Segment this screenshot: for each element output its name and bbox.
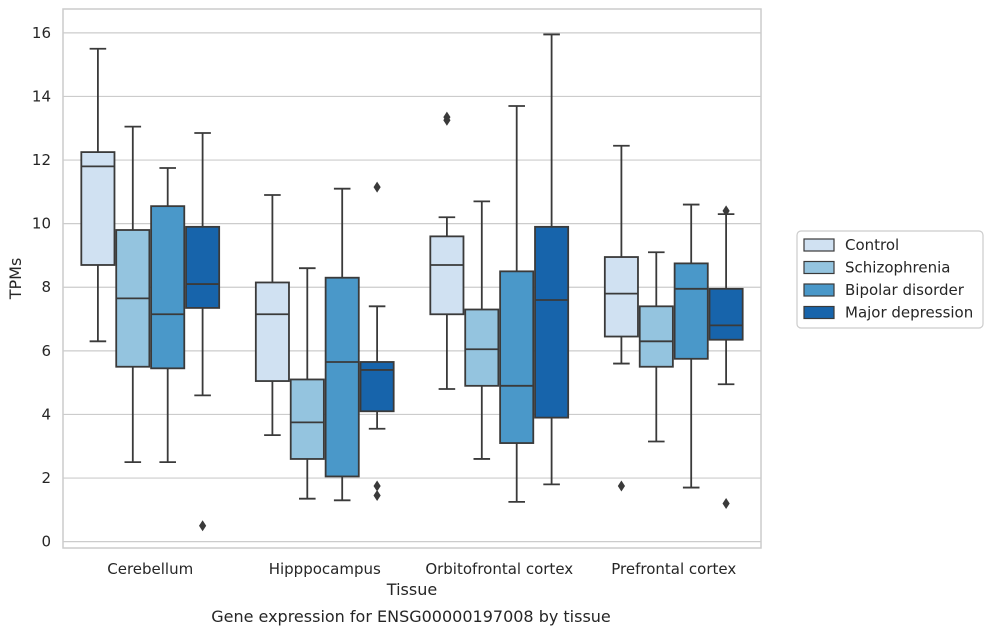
box-series-group bbox=[80, 33, 744, 532]
y-tick-label: 0 bbox=[41, 533, 51, 551]
x-tick-label: Hipppocampus bbox=[269, 560, 381, 578]
y-tick-label: 2 bbox=[41, 469, 51, 487]
x-tick-label: Orbitofrontal cortex bbox=[425, 560, 573, 578]
box-3-0 bbox=[185, 132, 221, 532]
box-0-0 bbox=[80, 47, 116, 343]
box-iqr bbox=[80, 151, 116, 266]
box-iqr bbox=[429, 235, 465, 316]
legend: Control Schizophrenia Bipolar disorder Majo… bbox=[796, 230, 984, 329]
box-iqr bbox=[708, 287, 744, 341]
outlier-point bbox=[443, 111, 451, 123]
box-iqr bbox=[464, 308, 500, 387]
outlier-point bbox=[373, 480, 381, 492]
box-0-3 bbox=[603, 144, 639, 492]
box-2-3 bbox=[673, 203, 709, 489]
box-1-2 bbox=[464, 200, 500, 460]
outlier-point bbox=[199, 520, 207, 532]
box-iqr bbox=[289, 378, 325, 460]
legend-label: Schizophrenia bbox=[845, 259, 950, 277]
box-iqr bbox=[324, 276, 360, 478]
plot-frame bbox=[62, 8, 762, 549]
y-tick-label: 14 bbox=[32, 87, 51, 105]
outlier-point bbox=[373, 181, 381, 193]
outlier-point bbox=[373, 490, 381, 502]
legend-swatch bbox=[803, 238, 835, 252]
box-iqr bbox=[254, 281, 290, 382]
box-1-0 bbox=[115, 125, 151, 464]
x-axis-label: Tissue bbox=[386, 580, 437, 599]
outlier-point bbox=[722, 497, 730, 509]
box-iqr bbox=[603, 256, 639, 338]
box-iqr bbox=[185, 225, 221, 309]
box-3-2 bbox=[534, 33, 570, 486]
legend-swatch bbox=[803, 305, 835, 320]
box-2-1 bbox=[324, 187, 360, 502]
y-axis-label: TPMs bbox=[6, 258, 25, 301]
box-1-3 bbox=[638, 251, 674, 443]
legend-frame bbox=[796, 230, 984, 329]
legend-label: Control bbox=[845, 236, 899, 254]
y-tick-label: 16 bbox=[32, 24, 51, 42]
box-iqr bbox=[673, 262, 709, 360]
legend-label: Major depression bbox=[845, 304, 973, 322]
box-iqr bbox=[150, 205, 186, 370]
x-tick-labels: Cerebellum Hipppocampus Orbitofrontal cort… bbox=[107, 560, 736, 578]
box-2-0 bbox=[150, 167, 186, 464]
y-tick-label: 8 bbox=[41, 278, 51, 296]
box-iqr bbox=[534, 225, 570, 419]
y-tick-label: 4 bbox=[41, 405, 51, 423]
legend-swatch bbox=[803, 260, 835, 275]
y-tick-label: 10 bbox=[32, 215, 51, 233]
box-0-2 bbox=[429, 111, 465, 390]
box-0-1 bbox=[254, 194, 290, 437]
chart-caption: Gene expression for ENSG00000197008 by t… bbox=[211, 607, 611, 626]
legend-swatch bbox=[803, 283, 835, 297]
outlier-point bbox=[617, 480, 625, 492]
box-iqr bbox=[499, 270, 535, 444]
x-tick-label: Cerebellum bbox=[107, 560, 193, 578]
y-tick-label: 12 bbox=[32, 151, 51, 169]
x-tick-label: Prefrontal cortex bbox=[611, 560, 736, 578]
outlier-point bbox=[722, 205, 730, 217]
y-tick-label: 6 bbox=[41, 342, 51, 360]
box-2-2 bbox=[499, 105, 535, 503]
box-3-1 bbox=[359, 181, 395, 502]
box-iqr bbox=[638, 305, 674, 368]
box-1-1 bbox=[289, 267, 325, 500]
legend-label: Bipolar disorder bbox=[845, 281, 965, 299]
y-tick-labels: 0 2 4 6 8 10 12 14 16 bbox=[32, 24, 51, 551]
box-3-3 bbox=[708, 205, 744, 509]
